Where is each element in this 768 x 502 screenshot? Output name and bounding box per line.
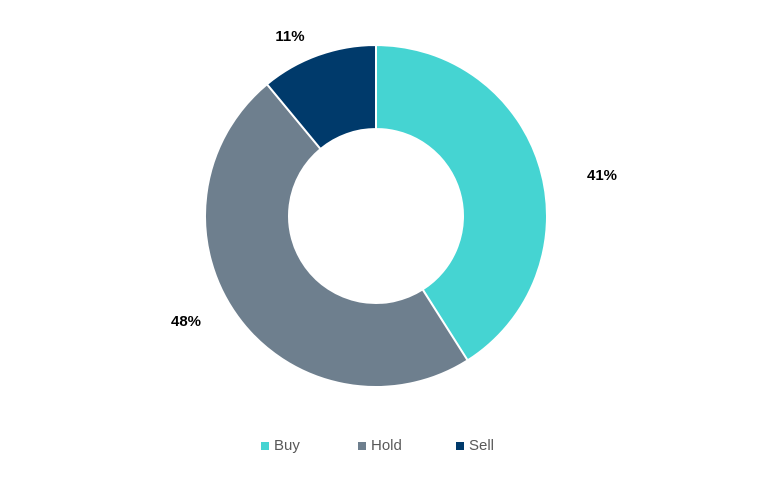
legend-swatch-sell [456,441,464,450]
data-label-buy: 41% [587,167,617,184]
donut-slice-buy [375,43,548,362]
donut-chart-svg: 41% 48% 11% [171,28,617,388]
data-label-sell: 11% [275,28,304,45]
donut-slices [203,43,548,388]
legend-swatch-buy [261,441,269,450]
legend-swatch-hold [358,441,366,450]
legend-label-buy: Buy [274,437,300,454]
donut-slice-sell [265,43,377,151]
donut-data-labels: 41% 48% 11% [171,28,617,330]
data-label-hold: 48% [171,313,201,330]
legend-item-buy: Buy [261,437,300,454]
donut-slice-hold [203,82,470,388]
chart-legend: Buy Hold Sell [0,437,768,459]
legend-item-hold: Hold [358,437,402,454]
legend-label-hold: Hold [371,437,402,454]
legend-label-sell: Sell [469,437,495,454]
legend-item-sell: Sell [456,437,494,454]
